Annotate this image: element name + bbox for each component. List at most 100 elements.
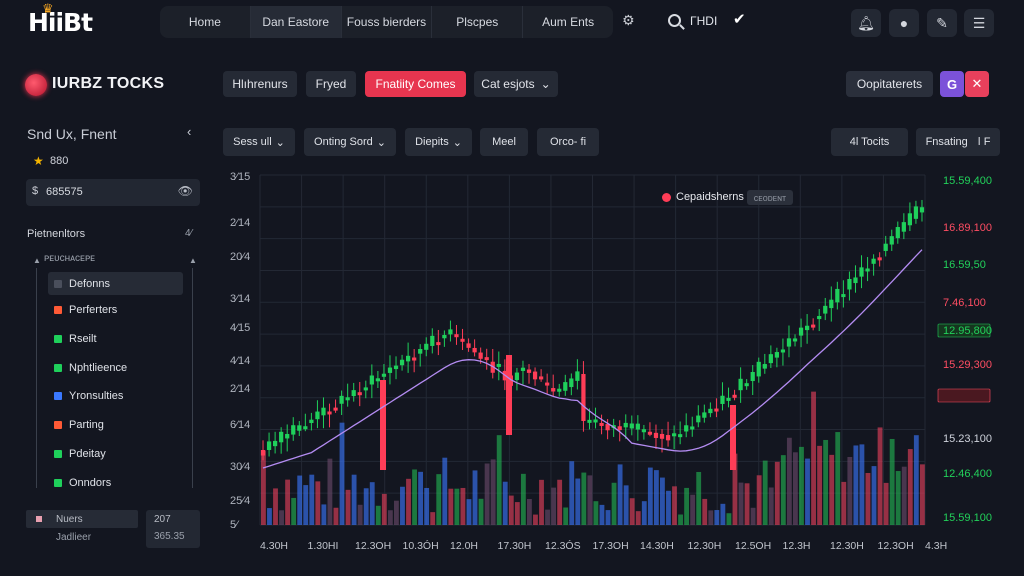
collapse-icon[interactable]: ‹ bbox=[187, 124, 192, 139]
sidebar-item-label: Yronsulties bbox=[69, 390, 124, 402]
volume-bar bbox=[599, 504, 605, 525]
volume-bar bbox=[496, 435, 502, 525]
nav-item-3[interactable]: Fouss bierders bbox=[342, 6, 433, 38]
toolbar-button-5[interactable]: Orco- fi bbox=[537, 128, 599, 156]
check-icon[interactable]: ✔ bbox=[733, 11, 746, 28]
candle-body bbox=[913, 206, 919, 219]
volume-bar bbox=[261, 450, 266, 525]
chevron-down-icon: ⌄ bbox=[452, 136, 462, 149]
toolbar-button-tools[interactable]: 4l Tocits bbox=[831, 128, 908, 156]
toolbar-dropdown-2[interactable]: Onting Sord ⌄ bbox=[304, 128, 396, 156]
volume-bar bbox=[841, 481, 847, 525]
brand-name: IURBZ TOCKS bbox=[52, 75, 165, 92]
candle-body bbox=[460, 338, 465, 342]
volume-bar bbox=[351, 474, 357, 525]
volume-bar bbox=[690, 494, 696, 525]
nav-item-home[interactable]: Home bbox=[160, 6, 251, 38]
candle-body bbox=[315, 411, 320, 420]
sidebar-item[interactable]: Nphtlieence bbox=[54, 360, 127, 376]
volume-bar bbox=[533, 514, 538, 525]
search-icon[interactable] bbox=[668, 14, 681, 27]
close-icon[interactable]: ✕ bbox=[965, 71, 989, 97]
sidebar-item[interactable]: Rseilt bbox=[54, 331, 97, 347]
volume-bar bbox=[267, 508, 272, 525]
candle-body bbox=[907, 213, 913, 226]
volume-bar bbox=[551, 487, 557, 525]
volume-bar bbox=[478, 498, 484, 525]
caret-icon[interactable]: ▲ bbox=[33, 256, 41, 265]
series-color-swatch bbox=[54, 280, 62, 288]
candle-body bbox=[714, 408, 719, 412]
candle-body bbox=[605, 424, 610, 431]
user-icon[interactable]: ● bbox=[889, 9, 919, 37]
volume-bar bbox=[369, 482, 375, 525]
toolbar-dropdown-3[interactable]: Diepits ⌄ bbox=[405, 128, 472, 156]
footer-label-2[interactable]: Jadlieer bbox=[56, 532, 92, 543]
candle-body bbox=[448, 329, 453, 335]
notification-icon[interactable]: 🔔︎ bbox=[851, 9, 881, 37]
sidebar-item[interactable]: Defonns bbox=[54, 276, 110, 292]
candle-body bbox=[599, 422, 604, 426]
candle-body bbox=[684, 425, 689, 432]
search-query[interactable]: ΓHDI bbox=[690, 14, 718, 28]
toolbar-button-4[interactable]: Meel bbox=[480, 128, 528, 156]
y-tick-label-right: 12.95,800 bbox=[943, 325, 992, 337]
sidebar-selected-highlight bbox=[48, 272, 183, 295]
menu-icon[interactable]: ☰ bbox=[964, 9, 994, 37]
candle-body bbox=[484, 357, 489, 361]
toolbar-dropdown-1[interactable]: Sess ull ⌄ bbox=[223, 128, 295, 156]
sidebar-item[interactable]: Parting bbox=[54, 417, 104, 433]
candle-body bbox=[381, 373, 387, 377]
sidebar-item[interactable]: Pdeitay bbox=[54, 446, 106, 462]
nav-item-4[interactable]: Plscpes bbox=[432, 6, 524, 38]
nav-item-2[interactable]: Dan Eastore bbox=[250, 6, 342, 38]
header-pill-1[interactable]: Hlıhrenurs bbox=[223, 71, 297, 97]
sidebar-item-label: Rseilt bbox=[69, 333, 97, 345]
volume-bar bbox=[279, 510, 284, 525]
volume-bar bbox=[605, 510, 611, 525]
gear-icon[interactable]: ⚙ bbox=[622, 12, 635, 28]
sidebar-item[interactable]: Onndors bbox=[54, 475, 111, 491]
legend-label: Cepaidsherns bbox=[676, 191, 744, 203]
sidebar-item-label: Parting bbox=[69, 419, 104, 431]
edit-icon[interactable]: ✎ bbox=[927, 9, 957, 37]
x-tick-label: 12.0H bbox=[450, 540, 478, 552]
sidebar-item[interactable]: Perferters bbox=[54, 302, 117, 318]
caret-icon-right[interactable]: ▲ bbox=[189, 256, 197, 265]
purple-action-icon[interactable]: G bbox=[940, 71, 964, 97]
volume-bar bbox=[774, 461, 780, 525]
header-pill-2[interactable]: Fryed bbox=[306, 71, 356, 97]
balance-value: 685575 bbox=[46, 186, 83, 198]
balance-field[interactable]: $ 685575 👁︎ bbox=[26, 179, 200, 206]
eye-icon[interactable]: 👁︎ bbox=[177, 184, 193, 198]
toolbar-button-right[interactable]: Fnsating ǀ F bbox=[916, 128, 1000, 156]
nav-item-5[interactable]: Aum Ents bbox=[542, 15, 595, 29]
star-icon: ★ bbox=[33, 154, 44, 168]
candle-body bbox=[581, 374, 586, 421]
app-logo[interactable]: ♛ HiiBt bbox=[28, 2, 93, 37]
candle-body bbox=[635, 423, 640, 430]
header-pill-active[interactable]: Fnatiity Comes bbox=[365, 71, 466, 97]
sidebar-item[interactable]: Yronsulties bbox=[54, 388, 123, 404]
volume-bar bbox=[327, 458, 333, 525]
candle-body bbox=[786, 338, 792, 347]
sidebar-section-title: Pietnenltors bbox=[27, 228, 86, 240]
brand-icon bbox=[25, 74, 47, 96]
volume-bar bbox=[466, 499, 472, 525]
candle-body bbox=[859, 267, 864, 277]
candle-body bbox=[575, 371, 580, 381]
series-color-swatch bbox=[54, 450, 62, 458]
options-button[interactable]: Oopitaterets bbox=[846, 71, 933, 97]
candle-body bbox=[405, 355, 411, 362]
sidebar-item-label: Pdeitay bbox=[69, 448, 106, 460]
header-dropdown[interactable]: Cat esjots ⌄ bbox=[474, 71, 558, 97]
candlestick-chart[interactable]: 3⁄15 2⁄14 20⁄4 3⁄14 4⁄15 4⁄14 2⁄14 6⁄14 30⁄4 25⁄4… bbox=[210, 170, 1024, 556]
volume-bar bbox=[508, 495, 514, 525]
volume-bar bbox=[357, 504, 363, 525]
volume-bar bbox=[569, 461, 575, 525]
candle-body bbox=[641, 429, 647, 433]
y-tick-label-left: 4⁄15 bbox=[230, 322, 250, 334]
footer-label-1[interactable]: Nuers bbox=[56, 514, 83, 525]
volume-bar bbox=[750, 507, 756, 525]
candle-body bbox=[466, 343, 471, 348]
